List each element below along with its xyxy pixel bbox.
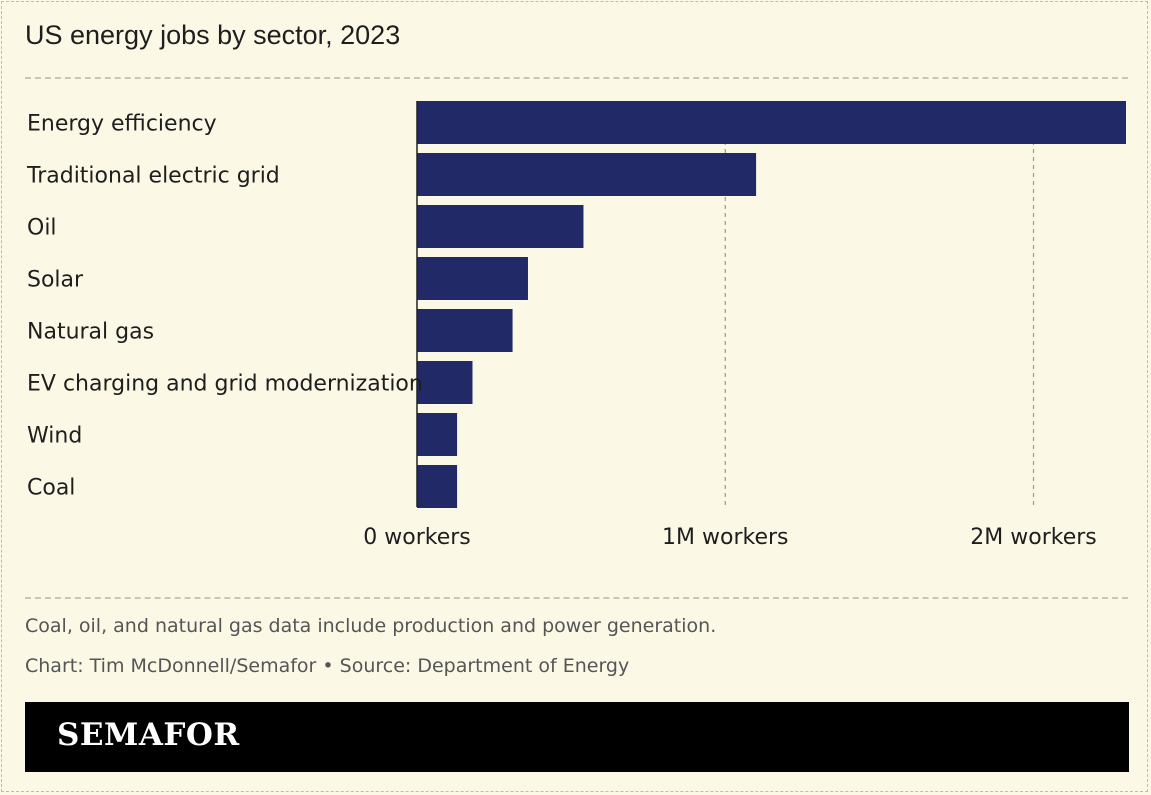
- bar-1: [417, 153, 757, 196]
- category-label-7: Coal: [27, 476, 75, 501]
- chart-note: Coal, oil, and natural gas data include …: [25, 615, 717, 637]
- bar-0: [417, 101, 1126, 144]
- semafor-logo: SEMAFOR: [57, 717, 240, 753]
- category-label-0: Energy efficiency: [27, 112, 217, 137]
- bar-7: [417, 465, 458, 508]
- category-label-2: Oil: [27, 216, 57, 241]
- bar-chart: Energy efficiency Traditional electric gr…: [26, 101, 1126, 550]
- x-tick-label-0: 0 workers: [363, 525, 471, 550]
- bar-6: [417, 413, 458, 456]
- category-label-4: Natural gas: [27, 320, 154, 345]
- category-label-6: Wind: [27, 424, 82, 449]
- top-divider: [25, 77, 1128, 79]
- bottom-divider: [25, 597, 1128, 599]
- bar-4: [417, 309, 513, 352]
- x-tick-label-2: 2M workers: [970, 525, 1096, 550]
- chart-title: US energy jobs by sector, 2023: [25, 20, 401, 50]
- bar-5: [417, 361, 473, 404]
- bar-2: [417, 205, 584, 248]
- category-label-1: Traditional electric grid: [26, 164, 280, 189]
- x-tick-label-1: 1M workers: [662, 525, 788, 550]
- category-label-3: Solar: [27, 268, 84, 293]
- chart-source: Chart: Tim McDonnell/Semafor • Source: D…: [25, 655, 630, 677]
- brand-bar: SEMAFOR: [25, 702, 1129, 772]
- bar-3: [417, 257, 528, 300]
- category-label-5: EV charging and grid modernization: [27, 372, 423, 397]
